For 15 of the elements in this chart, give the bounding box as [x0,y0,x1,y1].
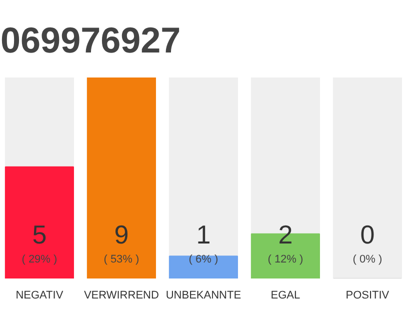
data-label: 0 [360,220,375,250]
x-tick-label: POSITIV [346,290,390,302]
data-label: 9 [114,220,129,250]
chart-title: 069976927 [0,20,181,60]
annotation: ( 53% ) [104,254,140,266]
x-tick-label: EGAL [270,290,300,302]
annotation: ( 6% ) [188,254,218,266]
annotation: ( 12% ) [268,254,304,266]
annotation: ( 29% ) [22,254,58,266]
x-tick-label: UNBEKANNTE [166,290,242,302]
annotation: ( 0% ) [352,254,382,266]
x-tick-label: NEGATIV [16,290,64,302]
x-tick-label: VERWIRREND [84,290,159,302]
data-label: 5 [32,220,47,250]
data-label: 1 [196,220,211,250]
